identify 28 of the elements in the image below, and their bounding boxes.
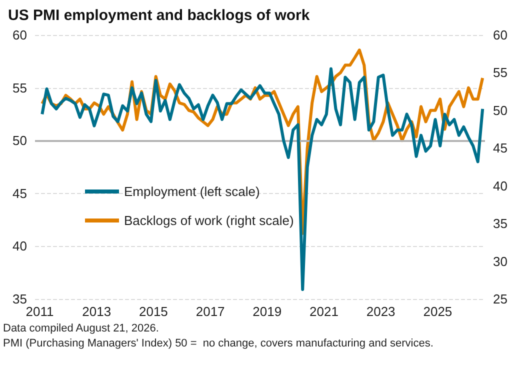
legend-label: Backlogs of work (right scale) <box>124 213 294 228</box>
y-tick-label: 35 <box>12 292 27 306</box>
line-series <box>40 67 484 291</box>
y-tick-label: 60 <box>12 28 27 42</box>
y-tick-label: 40 <box>12 238 27 254</box>
x-tick-label: 2021 <box>310 304 338 319</box>
legend-label: Employment (left scale) <box>124 184 260 199</box>
x-tick-label: 2013 <box>82 304 112 319</box>
y2-tick-label: 40 <box>493 178 508 194</box>
x-tick-label: 2015 <box>138 304 168 319</box>
text: PMI (Purchasing Managers' Index) 50 = no change, covers manufacturing and services. <box>3 338 434 350</box>
chart-title: US PMI employment and backlogs of work <box>8 7 310 24</box>
y-tick-label: 50 <box>12 133 27 148</box>
x-tick-label: 2011 <box>26 304 54 319</box>
x-tick-label: 2025 <box>423 304 452 319</box>
y2-tick-label: 50 <box>493 102 508 118</box>
y-tick-label: 55 <box>12 80 27 96</box>
y2-tick-label: 35 <box>493 216 508 232</box>
y2-tick-label: 60 <box>493 28 508 42</box>
y2-tick-label: 25 <box>493 292 508 306</box>
y2-tick-label: 30 <box>493 254 508 269</box>
y-tick-label: 45 <box>12 186 27 201</box>
x-tick-label: 2023 <box>366 304 396 319</box>
y2-tick-label: 55 <box>493 65 508 80</box>
text: Data compiled August 21, 2026. <box>3 322 159 334</box>
y2-tick-label: 45 <box>493 140 508 156</box>
x-tick-label: 2019 <box>252 304 282 319</box>
x-tick-label: 2017 <box>196 304 225 319</box>
